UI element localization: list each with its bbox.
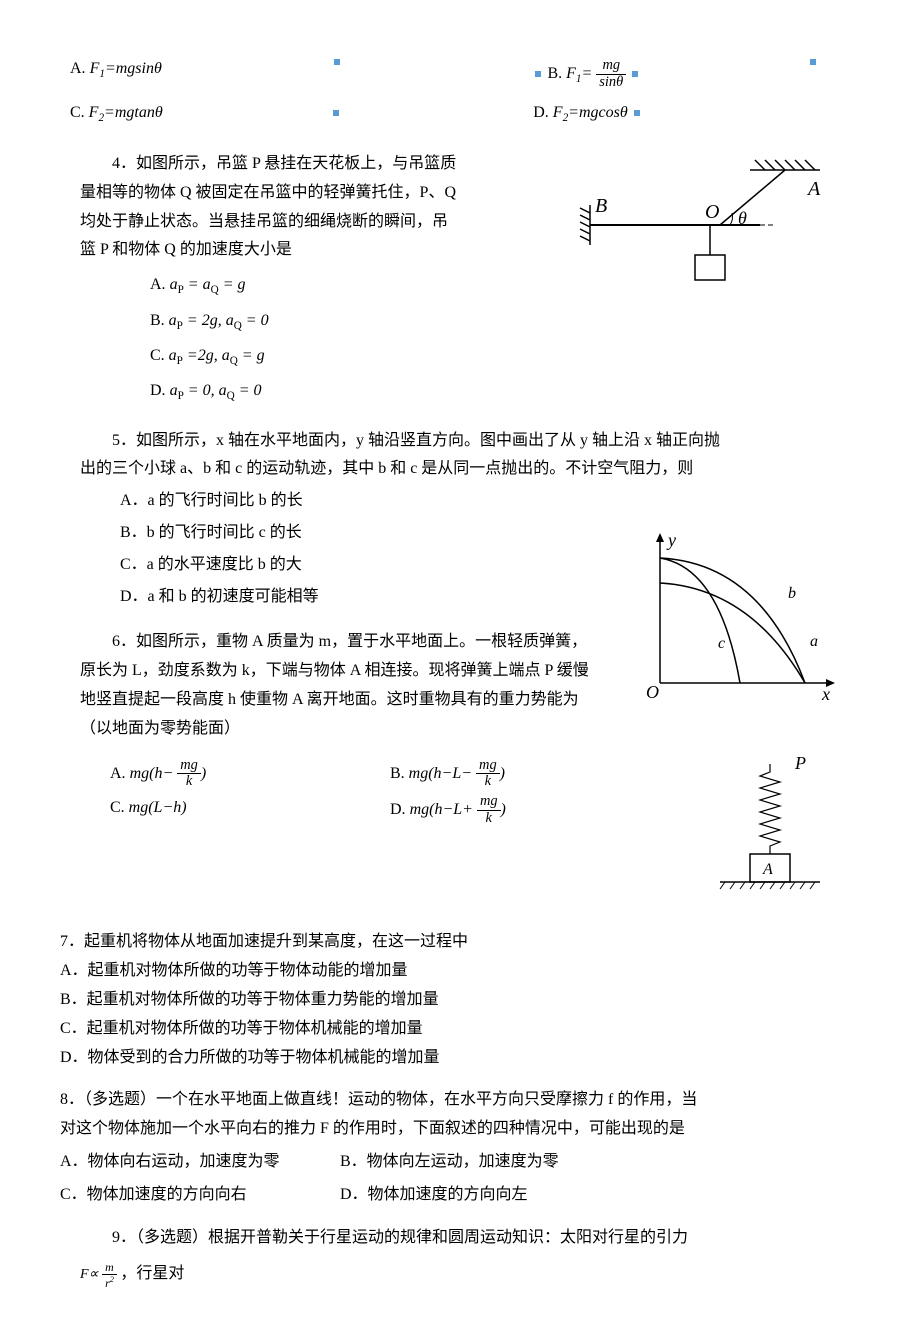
svg-text:O: O xyxy=(646,682,659,702)
marker-dot xyxy=(333,110,339,116)
svg-text:P: P xyxy=(794,754,806,773)
q4-text: 4．如图所示，吊篮 P 悬挂在天花板上，与吊篮质 xyxy=(80,150,550,179)
q4-option-d: D. aP = 0, aQ = 0 xyxy=(150,377,550,406)
svg-text:c: c xyxy=(718,635,725,652)
marker-dot xyxy=(632,71,638,77)
q6-option-b: B. mg(h−L− mgk) xyxy=(390,758,505,791)
q8-option-a: A．物体向右运动，加速度为零 xyxy=(60,1148,340,1177)
svg-text:b: b xyxy=(788,585,796,602)
q6-option-a: A. mg(h− mgk) xyxy=(110,758,390,791)
svg-text:A: A xyxy=(762,861,773,878)
svg-text:y: y xyxy=(666,530,676,550)
q4-diagram: A B O θ xyxy=(560,150,840,321)
q6-option-d: D. mg(h−L+ mgk) xyxy=(390,794,506,827)
q6-diagram: P A xyxy=(700,754,840,915)
svg-text:A: A xyxy=(806,178,821,200)
q3-option-c: C. F2=mgtanθ xyxy=(70,99,163,128)
marker-dot xyxy=(634,110,640,116)
q5-diagram: y x O b c a xyxy=(640,528,840,719)
q7-option-d: D．物体受到的合力所做的功等于物体机械能的增加量 xyxy=(60,1044,840,1073)
svg-text:a: a xyxy=(810,633,818,650)
q6-option-c: C. mg(L−h) xyxy=(110,794,390,827)
q7-option-c: C．起重机对物体所做的功等于物体机械能的增加量 xyxy=(60,1015,840,1044)
marker-dot xyxy=(810,59,816,65)
marker-dot xyxy=(334,59,340,65)
q4-option-a: A. aP = aQ = g xyxy=(150,271,550,300)
q7-block: 7．起重机将物体从地面加速提升到某高度，在这一过程中 A．起重机对物体所做的功等… xyxy=(50,928,870,1072)
svg-text:B: B xyxy=(595,195,607,217)
q4-option-c: C. aP =2g, aQ = g xyxy=(150,342,550,371)
q3-option-b: B. F1= mgsinθ xyxy=(535,58,638,91)
q3-options-block: A. F1=mgsinθ B. F1= mgsinθ C. xyxy=(50,40,870,136)
q8-option-c: C．物体加速度的方向向右 xyxy=(60,1181,340,1210)
svg-text:O: O xyxy=(705,201,719,223)
q8-block: 8．（多选题）一个在水平地面上做直线！运动的物体，在水平方向只受摩擦力 f 的作… xyxy=(50,1086,870,1209)
q7-option-b: B．起重机对物体所做的功等于物体重力势能的增加量 xyxy=(60,986,840,1015)
q4-option-b: B. aP = 2g, aQ = 0 xyxy=(150,307,550,336)
q3-option-d: D. F2=mgcosθ xyxy=(533,99,639,128)
svg-text:x: x xyxy=(821,684,830,704)
q7-option-a: A．起重机对物体所做的功等于物体动能的增加量 xyxy=(60,957,840,986)
marker-dot xyxy=(535,71,541,77)
q4-block: 4．如图所示，吊篮 P 悬挂在天花板上，与吊篮质 量相等的物体 Q 被固定在吊篮… xyxy=(50,150,870,413)
q3-option-a: A. F1=mgsinθ xyxy=(70,48,162,91)
q8-option-b: B．物体向左运动，加速度为零 xyxy=(340,1148,559,1177)
q9-block: 9．（多选题）根据开普勒关于行星运动的规律和圆周运动知识：太阳对行星的引力 F∝… xyxy=(50,1224,870,1290)
q6-block: 6．如图所示，重物 A 质量为 m，置于水平地面上。一根轻质弹簧， 原长为 L，… xyxy=(50,628,870,914)
q5-option-a: A．a 的飞行时间比 b 的长 xyxy=(80,487,840,516)
q8-option-d: D．物体加速度的方向向左 xyxy=(340,1181,528,1210)
